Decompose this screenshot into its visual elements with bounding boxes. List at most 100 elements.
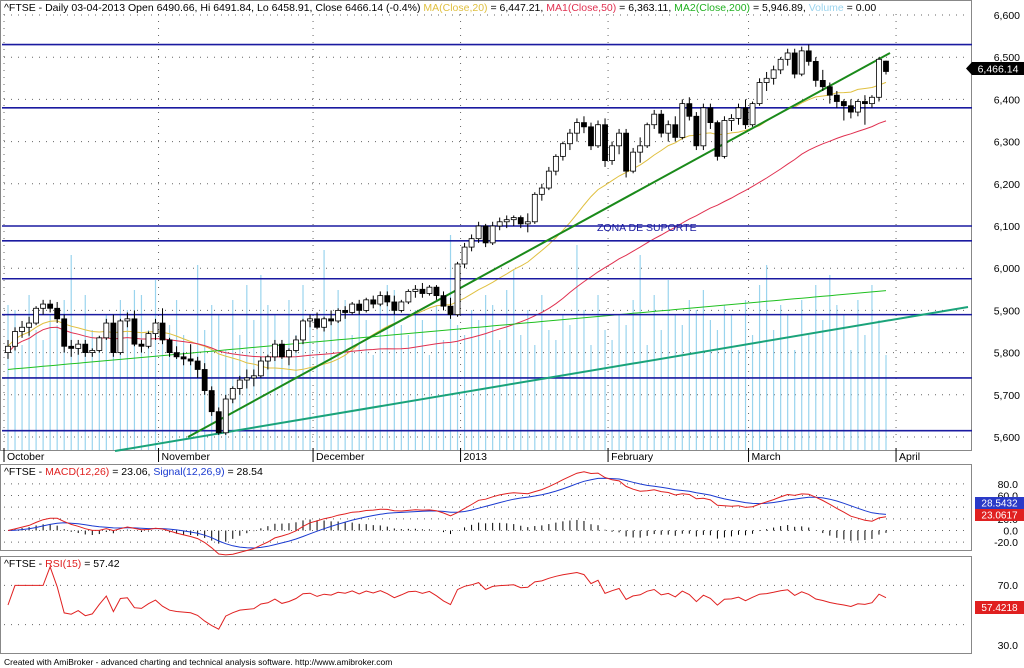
candle-body	[250, 375, 257, 379]
footer-credit: Created with AmiBroker - advanced charti…	[4, 657, 392, 667]
candle-body	[862, 101, 868, 105]
ma200-value: = 5,946.89,	[750, 2, 809, 14]
candle-body	[595, 124, 601, 147]
candle-body	[293, 339, 299, 351]
price-tick-label: 6,600	[994, 10, 1020, 22]
candle-body	[215, 411, 222, 434]
candle-body	[356, 303, 363, 311]
ma200-line	[7, 290, 887, 370]
candle-body	[314, 318, 320, 328]
candle-body	[363, 299, 370, 311]
candle-body	[588, 126, 594, 147]
candle-body	[398, 301, 405, 311]
rsi-pane	[0, 556, 972, 654]
candle-body	[616, 132, 622, 147]
month-label: February	[611, 451, 654, 463]
rsi-ticker: ^FTSE	[4, 558, 36, 570]
candle-body	[12, 331, 18, 347]
price-tick-label: 6,000	[994, 263, 1020, 275]
last-price-pointer	[966, 62, 972, 75]
candle-body	[349, 303, 356, 313]
primary-trendline	[187, 52, 891, 438]
signal-value: = 28.54	[225, 466, 263, 478]
price-tick-label: 6,100	[994, 221, 1020, 233]
candle-body	[117, 320, 124, 354]
candle-body	[651, 113, 658, 126]
candle-body	[735, 107, 742, 119]
month-label: March	[752, 451, 781, 463]
price-tick-label: 5,700	[994, 390, 1020, 402]
macd-header: ^FTSE - MACD(12,26) = 23.06, Signal(12,2…	[4, 466, 263, 478]
candle-body	[869, 96, 875, 105]
candle-body	[201, 369, 208, 391]
candle-body	[819, 80, 826, 88]
candle-body	[665, 124, 672, 134]
price-tick-label: 6,300	[994, 137, 1020, 149]
candle-body	[749, 103, 756, 126]
candle-body	[524, 221, 531, 225]
candle-body	[855, 101, 861, 113]
price-header: ^FTSE - Daily 03-04-2013 Open 6490.66, H…	[4, 2, 876, 14]
candle-body	[145, 333, 152, 347]
candle-body	[552, 155, 559, 172]
candle-body	[321, 318, 327, 328]
candle-body	[517, 217, 524, 225]
candle-body	[440, 295, 447, 307]
candle-body	[833, 94, 840, 102]
candle-body	[567, 132, 573, 145]
rsi-tick-30: 30.0	[998, 640, 1019, 652]
candle-body	[707, 107, 714, 124]
candle-body	[419, 288, 426, 294]
candle-body	[89, 350, 96, 353]
candle-body	[236, 379, 243, 389]
candle-body	[96, 337, 103, 351]
candle-body	[770, 69, 777, 79]
candle-body	[194, 360, 201, 370]
candle-body	[672, 124, 679, 138]
candle-body	[742, 107, 749, 126]
candle-body	[791, 52, 798, 75]
rsi-badge	[975, 601, 1024, 614]
macd-badge-value: 23.0617	[981, 511, 1018, 522]
candle-body	[264, 356, 271, 362]
ma200-label: MA2(Close,200)	[674, 2, 750, 14]
volume-value: = 0.00	[844, 2, 877, 14]
candle-body	[482, 225, 489, 244]
support-zone-annotation: ZONA DE SUPORTE	[597, 222, 697, 234]
candle-body	[847, 105, 854, 113]
price-tick-label: 6,200	[994, 179, 1020, 191]
macd-label: MACD(12,26)	[45, 466, 109, 478]
candle-body	[763, 77, 770, 83]
macd-separator: -	[36, 466, 45, 478]
candle-body	[623, 132, 630, 172]
candle-body	[173, 352, 180, 358]
candle-body	[630, 151, 637, 172]
signal-label: Signal(12,26,9)	[153, 466, 224, 478]
rsi-badge-value: 57.4218	[981, 603, 1018, 614]
candle-body	[279, 343, 285, 358]
candle-body	[714, 122, 721, 157]
candle-body	[489, 225, 496, 244]
macd-line	[7, 471, 887, 556]
candle-body	[784, 52, 791, 60]
ohlc-info: - Daily 03-04-2013 Open 6490.66, Hi 6491…	[36, 2, 424, 14]
rsi-label: RSI(15)	[45, 558, 81, 570]
month-label: December	[316, 451, 365, 463]
price-tick-label: 5,600	[994, 432, 1020, 444]
ma20-value: = 6,447.21,	[488, 2, 547, 14]
signal-badge	[975, 497, 1024, 509]
signal-badge-value: 28.5432	[981, 499, 1018, 510]
macd-tick-label: 80.0	[998, 479, 1019, 491]
candle-body	[559, 143, 566, 157]
price-tick-label: 5,800	[994, 348, 1020, 360]
ticker-label: ^FTSE	[4, 2, 36, 14]
last-price-value: 6,466.14	[978, 64, 1019, 76]
candle-body	[124, 318, 131, 322]
ma50-label: MA1(Close,50)	[546, 2, 616, 14]
candle-body	[609, 145, 615, 161]
long-trendline	[114, 306, 969, 452]
candle-body	[728, 117, 735, 121]
candle-body	[510, 217, 517, 221]
candle-body	[335, 309, 342, 322]
candle-body	[538, 187, 545, 195]
